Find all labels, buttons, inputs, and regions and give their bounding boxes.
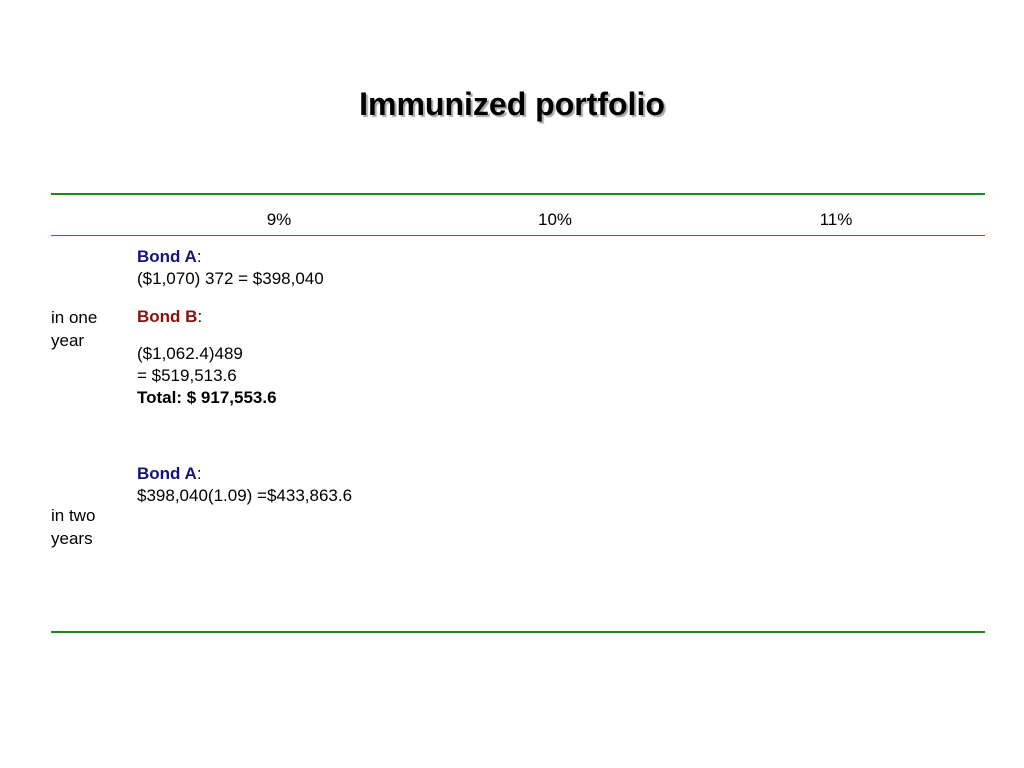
- one-year-total: Total: $ 917,553.6: [137, 388, 277, 407]
- bond-b-label: Bond B: [137, 307, 198, 326]
- bond-a-value: $398,040(1.09) =$433,863.6: [137, 486, 353, 505]
- header-divider: [51, 235, 985, 236]
- row-label-line: in one: [51, 308, 98, 327]
- row-label-line: years: [51, 529, 93, 548]
- row-label-line: in two: [51, 506, 96, 525]
- bond-b-value-line-1: ($1,062.4)489: [137, 344, 243, 363]
- table-bottom-rule: [51, 631, 985, 633]
- row-label-one-year: in one year: [51, 306, 97, 352]
- row-label-two-years: in two years: [51, 504, 95, 550]
- bond-a-label: Bond A: [137, 464, 197, 483]
- one-year-bond-b: ($1,062.4)489 = $519,513.6 Total: $ 917,…: [137, 343, 277, 409]
- table-top-rule: [51, 193, 985, 195]
- bond-b-value-line-2: = $519,513.6: [137, 366, 237, 385]
- page-title: Immunized portfolio: [359, 86, 665, 122]
- bond-a-label: Bond A: [137, 247, 197, 266]
- bond-a-heading: Bond A:: [137, 247, 202, 266]
- bond-a-heading: Bond A:: [137, 464, 202, 483]
- two-years-bond-a: Bond A: $398,040(1.09) =$433,863.6: [137, 463, 352, 507]
- bond-a-value: ($1,070) 372 = $398,040: [137, 269, 324, 288]
- row-label-line: year: [51, 331, 85, 350]
- column-header-11pct: 11%: [819, 210, 853, 229]
- column-header-10pct: 10%: [537, 210, 573, 229]
- one-year-bond-a: Bond A: ($1,070) 372 = $398,040: [137, 246, 324, 290]
- column-header-9pct: 9%: [266, 210, 292, 229]
- one-year-bond-b-heading: Bond B:: [137, 307, 203, 326]
